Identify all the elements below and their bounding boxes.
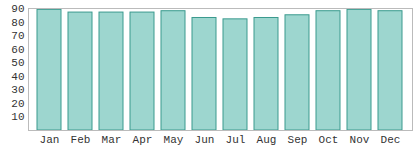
svg-text:50: 50: [11, 57, 24, 69]
svg-text:Mar: Mar: [102, 134, 122, 146]
svg-text:80: 80: [11, 17, 24, 29]
svg-text:Feb: Feb: [71, 134, 91, 146]
svg-text:10: 10: [11, 111, 24, 123]
svg-text:Apr: Apr: [133, 134, 153, 146]
svg-text:30: 30: [11, 84, 24, 96]
svg-text:20: 20: [11, 98, 24, 110]
svg-text:Jan: Jan: [40, 134, 60, 146]
svg-text:70: 70: [11, 30, 24, 42]
svg-text:Jun: Jun: [195, 134, 215, 146]
svg-text:90: 90: [11, 3, 24, 15]
svg-text:Aug: Aug: [257, 134, 277, 146]
svg-text:Dec: Dec: [381, 134, 401, 146]
svg-text:Oct: Oct: [319, 134, 339, 146]
svg-text:Sep: Sep: [288, 134, 308, 146]
svg-text:May: May: [164, 134, 184, 146]
svg-text:Jul: Jul: [226, 134, 246, 146]
svg-text:40: 40: [11, 71, 24, 83]
svg-text:Nov: Nov: [350, 134, 370, 146]
svg-text:60: 60: [11, 44, 24, 56]
